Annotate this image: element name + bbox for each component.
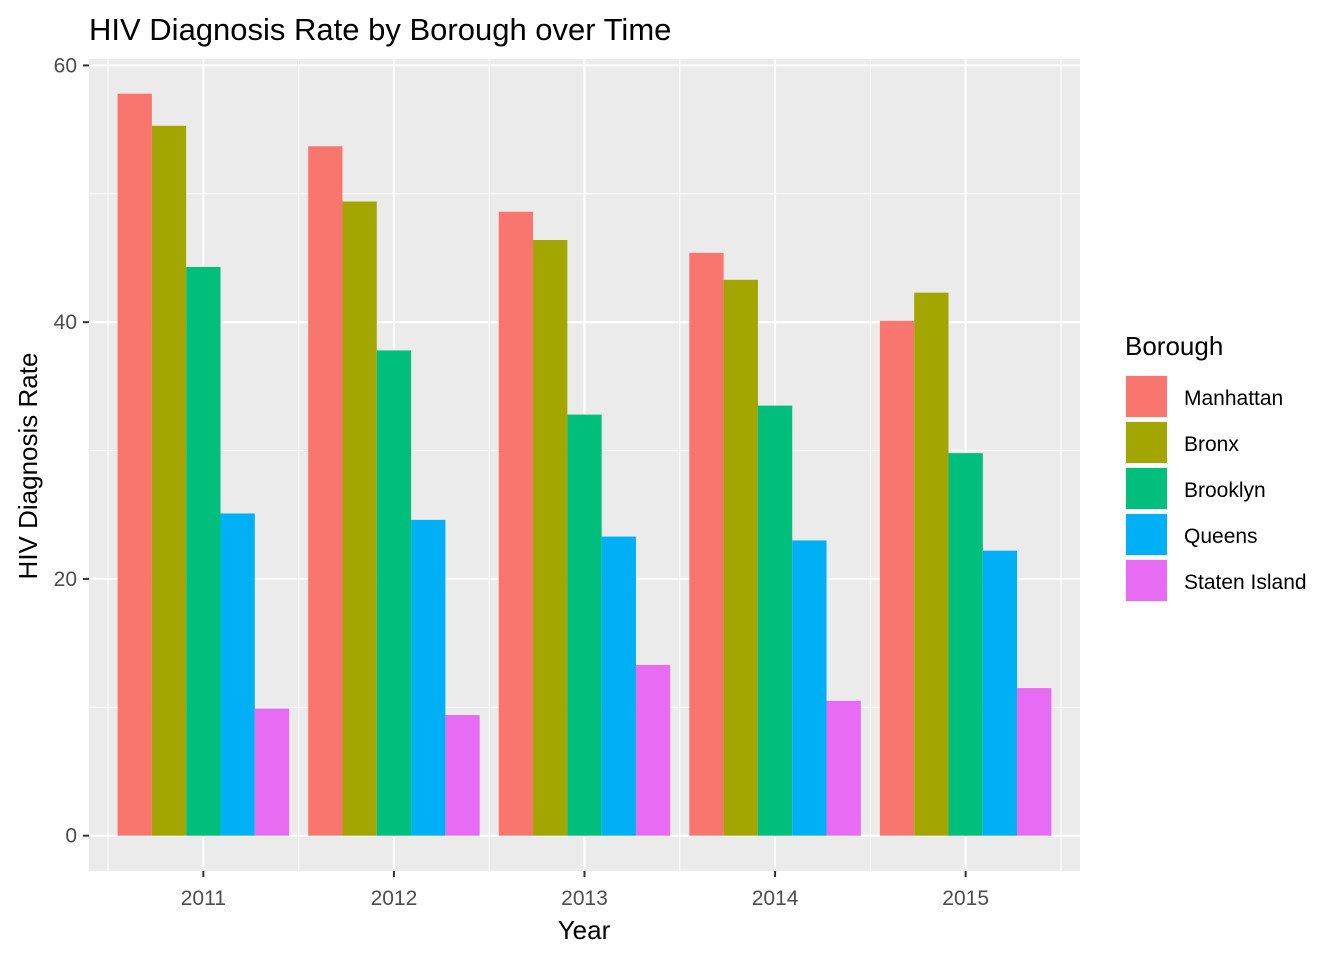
x-axis: 2011 2012 2013 2014 2015 <box>181 871 989 910</box>
y-tick-label: 40 <box>54 311 77 334</box>
legend-swatch <box>1126 560 1167 601</box>
bars <box>117 93 1052 836</box>
y-tick-label: 0 <box>65 825 77 848</box>
legend-swatch <box>1126 514 1167 555</box>
legend-label: Queens <box>1184 525 1258 548</box>
legend: Borough Manhattan Bronx Brooklyn Queens Stat… <box>1125 331 1307 602</box>
bar <box>948 453 983 836</box>
bar <box>220 513 255 836</box>
legend-label: Brooklyn <box>1184 479 1266 502</box>
x-tick-label: 2013 <box>561 887 608 910</box>
y-axis-title: HIV Diagnosis Rate <box>13 353 43 580</box>
bar <box>445 715 480 836</box>
bar <box>151 125 187 836</box>
bar <box>914 292 949 836</box>
bar <box>879 320 915 836</box>
bar <box>982 550 1018 836</box>
bar <box>826 700 861 836</box>
bar <box>376 350 412 836</box>
legend-label: Staten Island <box>1184 571 1307 594</box>
bar <box>186 266 221 836</box>
bar <box>567 414 602 836</box>
legend-swatch <box>1126 468 1167 509</box>
bar <box>411 519 446 836</box>
bar <box>757 405 793 836</box>
y-axis: 0 20 40 60 <box>54 54 89 848</box>
x-axis-title: Year <box>558 915 611 945</box>
chart-title: HIV Diagnosis Rate by Borough over Time <box>89 12 671 47</box>
legend-swatch <box>1126 422 1167 463</box>
x-tick-label: 2014 <box>752 887 799 910</box>
bar <box>723 279 758 836</box>
legend-swatch <box>1126 376 1167 417</box>
bar <box>1017 688 1052 836</box>
bar <box>601 536 636 836</box>
bar <box>533 240 568 836</box>
x-tick-label: 2015 <box>942 887 989 910</box>
bar <box>498 211 534 836</box>
x-tick-label: 2011 <box>181 887 226 910</box>
bar <box>342 201 377 836</box>
x-tick-label: 2012 <box>371 887 418 910</box>
bar <box>792 540 827 836</box>
legend-title: Borough <box>1125 331 1223 361</box>
bar <box>308 146 343 836</box>
legend-label: Manhattan <box>1184 387 1283 410</box>
bar <box>254 708 290 836</box>
y-tick-label: 20 <box>54 568 77 591</box>
bar <box>117 93 152 836</box>
y-tick-label: 60 <box>54 54 77 77</box>
bar <box>689 252 724 836</box>
bar <box>635 664 671 836</box>
legend-label: Bronx <box>1184 433 1239 456</box>
